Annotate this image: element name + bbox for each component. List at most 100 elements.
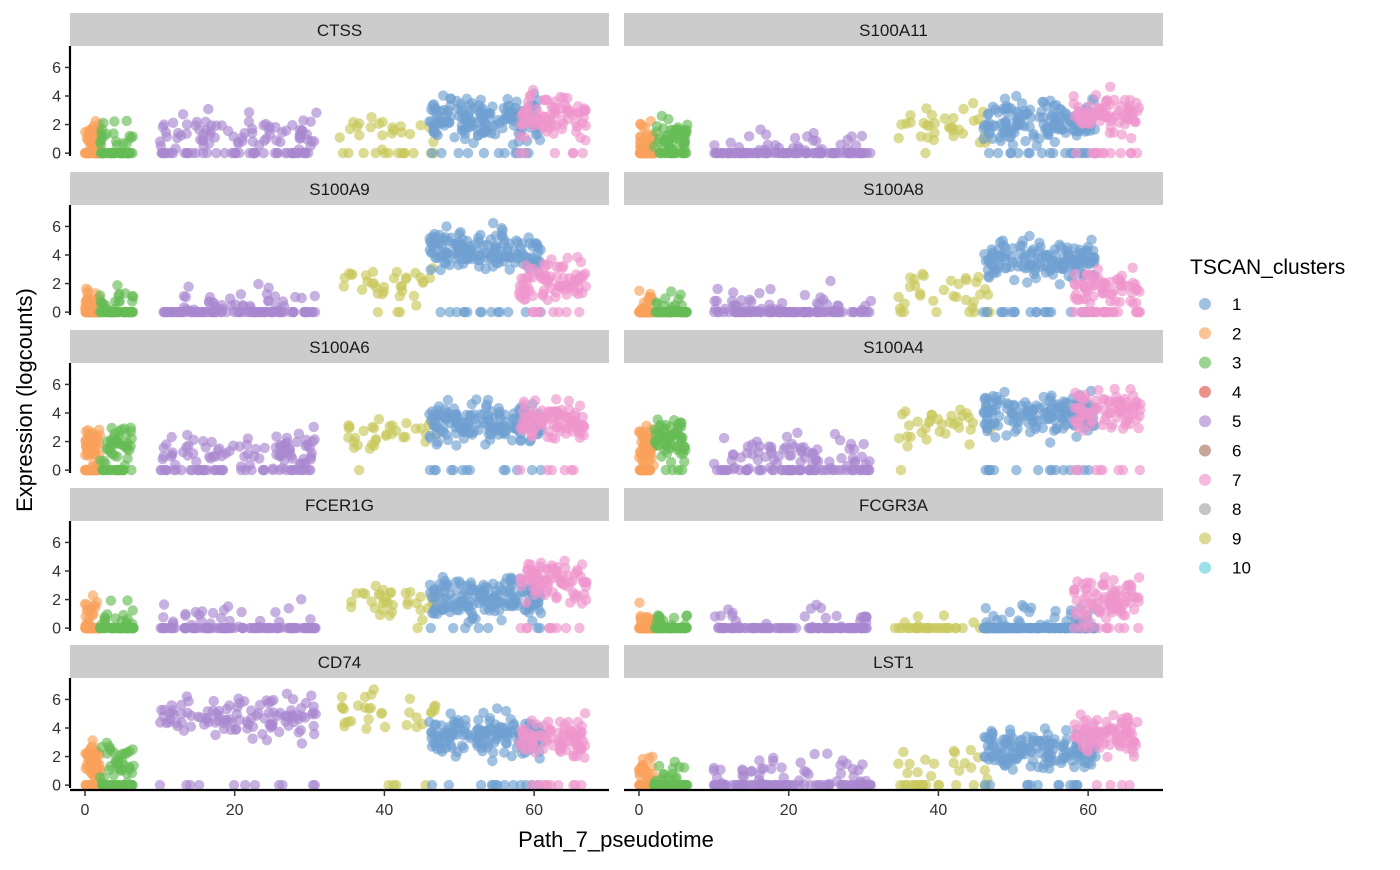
data-point-cluster-9	[912, 416, 923, 427]
data-point-cluster-7	[1117, 423, 1129, 434]
data-point-cluster-2	[634, 285, 645, 296]
data-point-cluster-7	[1104, 127, 1116, 139]
data-point-cluster-9	[343, 432, 354, 443]
points	[79, 217, 591, 318]
data-point-cluster-9	[387, 600, 398, 611]
data-point-cluster-5	[755, 464, 766, 476]
facet-strip-label: FCER1G	[305, 496, 374, 515]
data-point-cluster-5	[845, 438, 857, 450]
facet-strip	[70, 13, 609, 46]
data-point-cluster-9	[404, 128, 416, 140]
data-point-cluster-5	[816, 464, 827, 476]
data-point-cluster-3	[122, 595, 133, 606]
data-point-cluster-5	[176, 717, 188, 728]
data-point-cluster-3	[673, 464, 684, 476]
data-point-cluster-5	[182, 147, 194, 159]
data-point-cluster-9	[343, 147, 354, 159]
data-point-cluster-3	[94, 306, 106, 318]
data-point-cluster-9	[920, 147, 931, 159]
data-point-cluster-3	[118, 609, 129, 621]
data-point-cluster-9	[336, 691, 348, 703]
data-point-cluster-7	[1113, 105, 1125, 117]
facet-strip-label: S100A9	[309, 180, 370, 199]
data-point-cluster-5	[237, 622, 248, 634]
data-point-cluster-1	[1033, 402, 1045, 414]
data-point-cluster-1	[474, 250, 486, 262]
data-point-cluster-1	[508, 111, 519, 122]
data-point-cluster-7	[514, 131, 526, 142]
data-point-cluster-1	[1006, 306, 1017, 318]
data-point-cluster-1	[445, 708, 456, 719]
data-point-cluster-1	[457, 234, 468, 245]
data-point-cluster-3	[122, 453, 133, 464]
data-point-cluster-9	[429, 701, 440, 712]
data-point-cluster-3	[656, 451, 667, 462]
data-point-cluster-7	[553, 779, 564, 791]
data-point-cluster-5	[792, 427, 803, 438]
data-point-cluster-5	[778, 306, 790, 318]
data-point-cluster-9	[374, 589, 386, 600]
data-point-cluster-5	[825, 275, 836, 287]
data-point-cluster-7	[1107, 419, 1118, 430]
data-point-cluster-1	[983, 272, 995, 283]
data-point-cluster-3	[661, 432, 672, 443]
data-point-cluster-5	[713, 306, 724, 318]
data-point-cluster-7	[1134, 410, 1145, 422]
data-point-cluster-5	[715, 610, 726, 621]
data-point-cluster-3	[681, 610, 692, 622]
data-point-cluster-1	[1009, 274, 1020, 286]
data-point-cluster-1	[1049, 612, 1060, 623]
data-point-cluster-7	[536, 405, 548, 416]
data-point-cluster-5	[270, 122, 281, 133]
data-point-cluster-9	[918, 270, 929, 281]
data-point-cluster-1	[480, 109, 491, 120]
data-point-cluster-1	[1026, 259, 1037, 271]
data-point-cluster-9	[396, 127, 407, 138]
data-point-cluster-1	[1003, 103, 1014, 114]
data-point-cluster-7	[524, 113, 536, 124]
data-point-cluster-3	[671, 147, 682, 159]
data-point-cluster-7	[568, 779, 579, 791]
data-point-cluster-7	[1076, 392, 1088, 404]
data-point-cluster-2	[635, 610, 646, 622]
data-point-cluster-9	[356, 284, 368, 295]
data-point-cluster-5	[222, 125, 234, 137]
data-point-cluster-1	[426, 779, 438, 791]
data-point-cluster-5	[214, 622, 225, 634]
data-point-cluster-7	[529, 731, 540, 742]
data-point-cluster-1	[493, 147, 505, 159]
data-point-cluster-9	[339, 717, 350, 728]
data-point-cluster-7	[1106, 584, 1118, 595]
data-point-cluster-5	[233, 693, 244, 704]
data-point-cluster-1	[443, 117, 455, 128]
data-point-cluster-1	[446, 464, 457, 476]
data-point-cluster-1	[491, 257, 502, 269]
data-point-cluster-1	[487, 755, 498, 767]
data-point-cluster-1	[472, 741, 483, 752]
data-point-cluster-1	[1060, 123, 1072, 134]
data-point-cluster-3	[681, 147, 692, 159]
data-point-cluster-9	[400, 431, 411, 443]
data-point-cluster-7	[562, 423, 573, 434]
data-point-cluster-7	[1094, 115, 1106, 127]
data-point-cluster-9	[975, 289, 986, 300]
data-point-cluster-1	[456, 106, 467, 117]
data-point-cluster-3	[679, 456, 690, 467]
data-point-cluster-5	[741, 464, 752, 476]
data-point-cluster-1	[473, 232, 484, 244]
facet-strip-label: CD74	[318, 653, 361, 672]
data-point-cluster-1	[1013, 119, 1024, 131]
data-point-cluster-7	[1073, 464, 1085, 476]
data-point-cluster-1	[1027, 415, 1038, 426]
data-point-cluster-7	[1105, 81, 1116, 93]
data-point-cluster-1	[999, 251, 1010, 262]
data-point-cluster-3	[120, 306, 131, 318]
data-point-cluster-1	[1040, 306, 1052, 318]
data-point-cluster-1	[453, 147, 464, 159]
data-point-cluster-1	[438, 90, 449, 101]
data-point-cluster-1	[486, 601, 498, 612]
data-point-cluster-5	[201, 622, 212, 634]
data-point-cluster-5	[764, 462, 776, 473]
data-point-cluster-7	[579, 103, 590, 114]
